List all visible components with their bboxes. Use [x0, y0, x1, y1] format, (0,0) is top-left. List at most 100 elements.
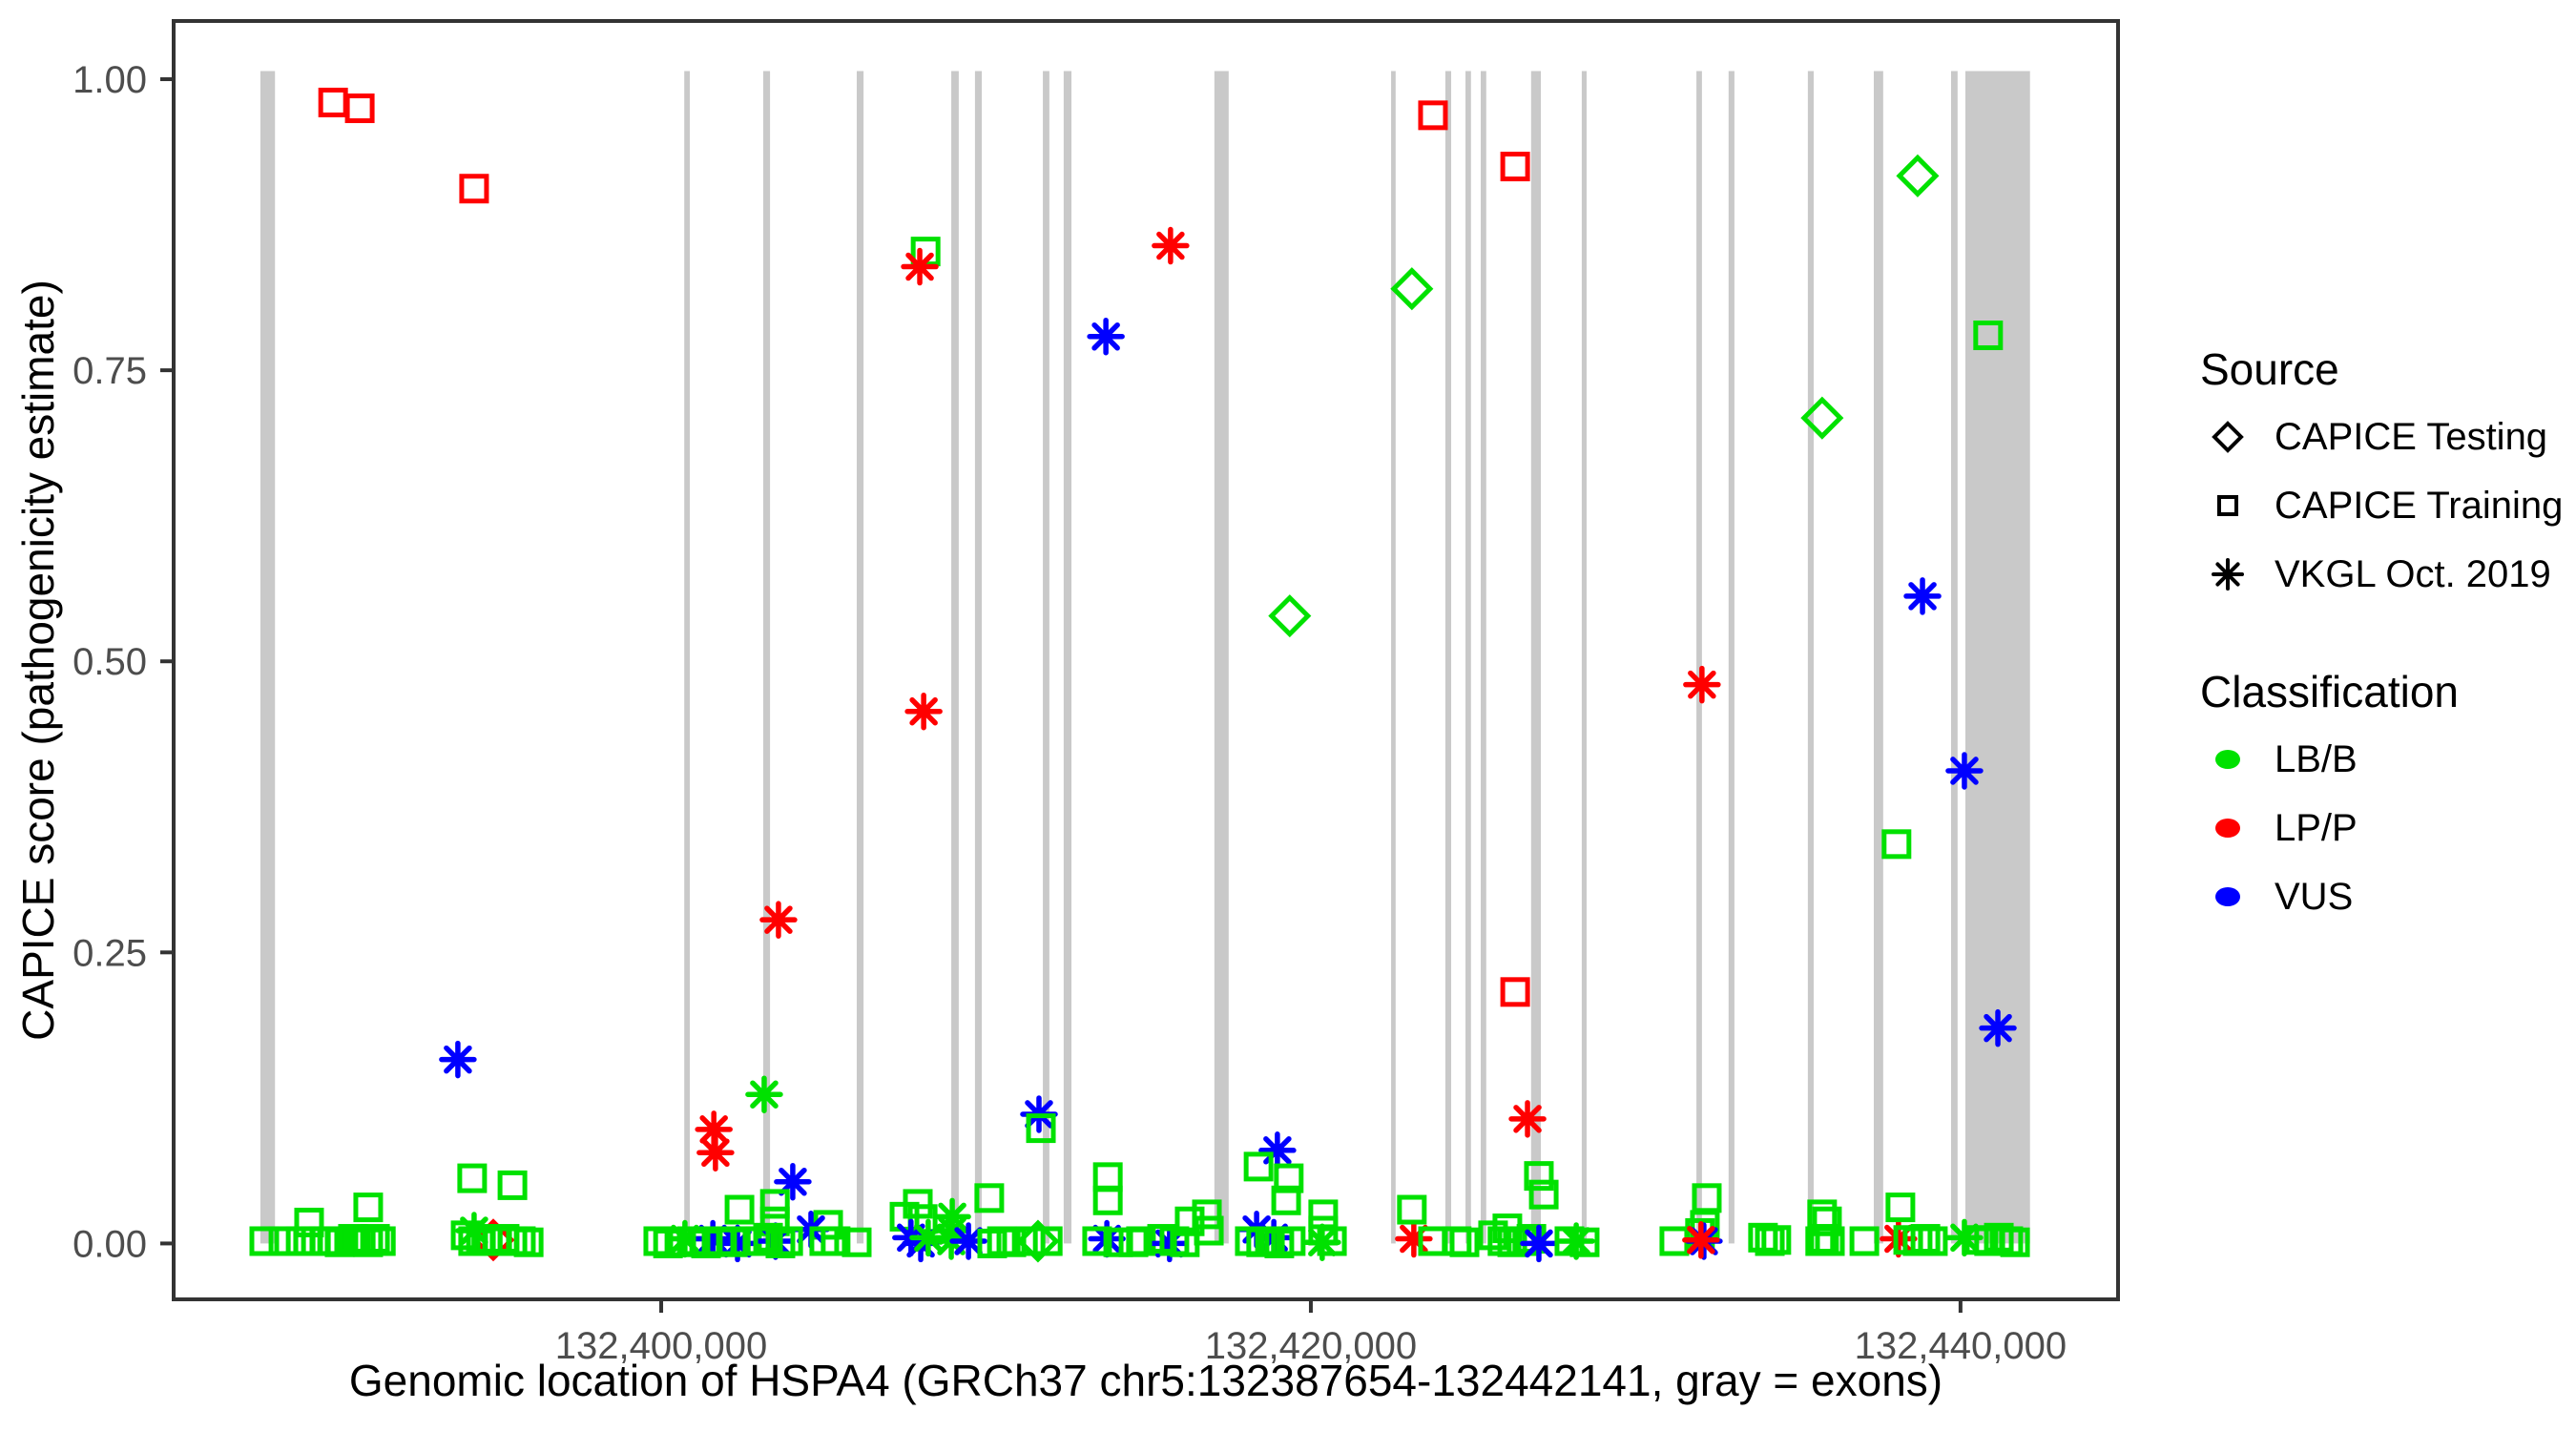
data-point: [1880, 1219, 1918, 1258]
data-point: [695, 1110, 733, 1149]
vus-dot-icon: [2194, 870, 2261, 923]
data-point: [1152, 226, 1190, 265]
data-point: [1194, 1215, 1224, 1246]
legend-item-label: LP/P: [2275, 806, 2358, 849]
exon-bar: [1465, 71, 1471, 1244]
data-point: [1243, 1151, 1274, 1182]
data-point: [1524, 1161, 1554, 1192]
data-point: [1087, 317, 1125, 356]
data-point: [1395, 1219, 1433, 1258]
exon-bar: [1581, 71, 1588, 1244]
legend-source-group: Source CAPICE Testing CAPICE Training: [2194, 343, 2566, 609]
exon-bar: [1444, 71, 1452, 1244]
data-point: [841, 1227, 872, 1257]
data-point: [513, 1227, 544, 1257]
data-point: [1418, 100, 1448, 131]
data-point: [901, 247, 939, 286]
data-point: [471, 1218, 515, 1262]
exon-bar: [1043, 71, 1049, 1244]
legend-item-capice-testing: CAPICE Testing: [2194, 403, 2566, 471]
legend-item-label: VKGL Oct. 2019: [2275, 552, 2551, 595]
legend-item-lpp: LP/P: [2194, 794, 2566, 862]
data-point: [1569, 1227, 1600, 1257]
exon-bar: [856, 71, 864, 1244]
data-point: [1805, 1226, 1836, 1256]
exon-bar: [1807, 71, 1814, 1244]
exon-bar: [1063, 71, 1072, 1244]
data-point: [903, 1189, 933, 1219]
diamond-icon: [2194, 410, 2261, 464]
y-tick-label: 0.25: [73, 932, 147, 974]
data-point: [773, 1226, 803, 1256]
data-point: [1016, 1219, 1060, 1263]
data-point: [497, 1170, 528, 1200]
data-point: [1761, 1225, 1792, 1255]
data-point: [696, 1133, 735, 1172]
data-point: [1896, 154, 1940, 197]
data-point: [1812, 1206, 1842, 1236]
data-point: [745, 1075, 783, 1113]
data-point: [904, 692, 943, 731]
x-tick-label: 132,440,000: [1855, 1325, 2067, 1367]
legend-item-label: CAPICE Testing: [2275, 415, 2548, 458]
data-point: [294, 1207, 324, 1237]
data-point: [759, 901, 798, 939]
data-point: [718, 1224, 757, 1263]
data-point: [909, 1218, 947, 1257]
data-point: [1554, 1226, 1585, 1256]
data-point: [353, 1192, 384, 1223]
data-point: [1276, 1226, 1306, 1256]
x-tick-label: 132,400,000: [555, 1325, 767, 1367]
data-point: [1973, 321, 2004, 351]
data-point: [1881, 829, 1912, 860]
y-tick-label: 1.00: [73, 59, 147, 101]
data-point: [249, 1226, 280, 1256]
panel-border: [172, 19, 2120, 1301]
data-point: [1520, 1224, 1558, 1263]
legend-item-label: LB/B: [2275, 737, 2358, 780]
data-point: [1849, 1226, 1880, 1256]
data-point: [821, 1226, 851, 1256]
legend-item-label: CAPICE Training: [2275, 484, 2564, 527]
data-point: [724, 1194, 755, 1225]
data-point: [1500, 152, 1530, 182]
exon-bar: [974, 71, 983, 1244]
lpp-dot-icon: [2194, 801, 2261, 855]
exon-bar: [1728, 71, 1735, 1244]
exon-bar: [1481, 71, 1486, 1244]
data-point: [1945, 1218, 1984, 1257]
data-point: [1508, 1100, 1547, 1138]
data-point: [974, 1183, 1005, 1213]
data-point: [1082, 1226, 1112, 1256]
data-point: [949, 1222, 987, 1260]
data-point: [1449, 1227, 1480, 1257]
legend-item-lbb: LB/B: [2194, 725, 2566, 794]
data-point: [293, 1226, 323, 1256]
legend-item-vkgl: VKGL Oct. 2019: [2194, 540, 2566, 609]
data-point: [1683, 665, 1721, 704]
data-point: [1682, 1221, 1720, 1259]
legend-classification-group: Classification LB/B LP/P: [2194, 666, 2566, 931]
data-point: [1984, 1222, 2014, 1253]
data-point: [1885, 1192, 1916, 1223]
legend-source-title: Source: [2200, 344, 2339, 394]
data-point: [365, 1226, 396, 1256]
data-point: [457, 1163, 488, 1193]
data-point: [1918, 1226, 1948, 1256]
x-tick-label: 132,420,000: [1205, 1325, 1417, 1367]
data-point: [1151, 1224, 1189, 1263]
exon-bar: [762, 71, 771, 1244]
data-point: [1492, 1213, 1523, 1244]
data-point: [1800, 396, 1844, 440]
legend-item-vus: VUS: [2194, 862, 2566, 931]
exon-bar: [951, 71, 959, 1244]
legend-classification-title: Classification: [2200, 667, 2459, 716]
data-point: [1118, 1227, 1149, 1257]
data-point: [318, 87, 348, 117]
data-point: [1258, 1131, 1297, 1170]
data-point: [1032, 1226, 1063, 1256]
data-point: [1397, 1194, 1427, 1225]
y-tick-label: 0.00: [73, 1223, 147, 1265]
data-point: [745, 1226, 776, 1256]
